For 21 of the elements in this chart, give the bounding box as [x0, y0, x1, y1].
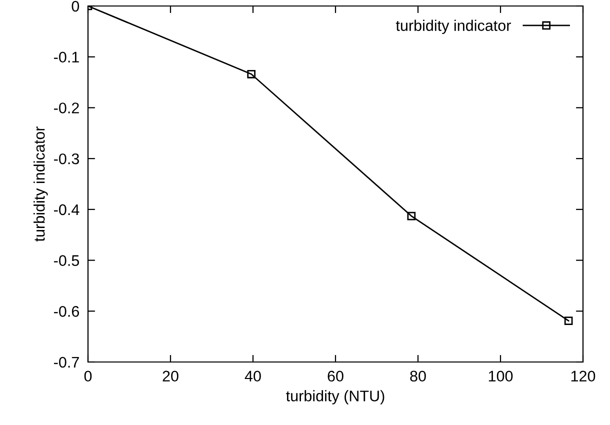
point: [247, 70, 256, 78]
x-tick-label: 20: [162, 370, 178, 382]
y-tick-label: -0.6: [54, 306, 79, 317]
y-axis-title: turbidity indicator: [34, 126, 48, 242]
legend-label: turbidity indicator: [396, 20, 511, 34]
x-tick-label: 80: [410, 370, 426, 382]
y-tick-label: -0.3: [54, 153, 79, 164]
y-tick-label: -0.2: [54, 102, 79, 114]
x-tick-label: 100: [488, 370, 513, 382]
x-tick-label: 0: [84, 370, 92, 382]
y-tick-label: 0: [72, 0, 80, 12]
x-tick-label: 120: [571, 370, 596, 382]
y-tick-label: -0.4: [54, 204, 80, 216]
x-axis-title: turbidity (NTU): [286, 390, 384, 404]
point: [564, 316, 573, 325]
x-tick-label: 60: [328, 370, 344, 382]
y-tick-label: -0.7: [54, 356, 79, 368]
x-tick-label: 40: [244, 370, 261, 382]
y-tick-label: -0.5: [54, 255, 80, 266]
point: [407, 212, 416, 220]
y-tick-label: -0.1: [54, 52, 79, 63]
